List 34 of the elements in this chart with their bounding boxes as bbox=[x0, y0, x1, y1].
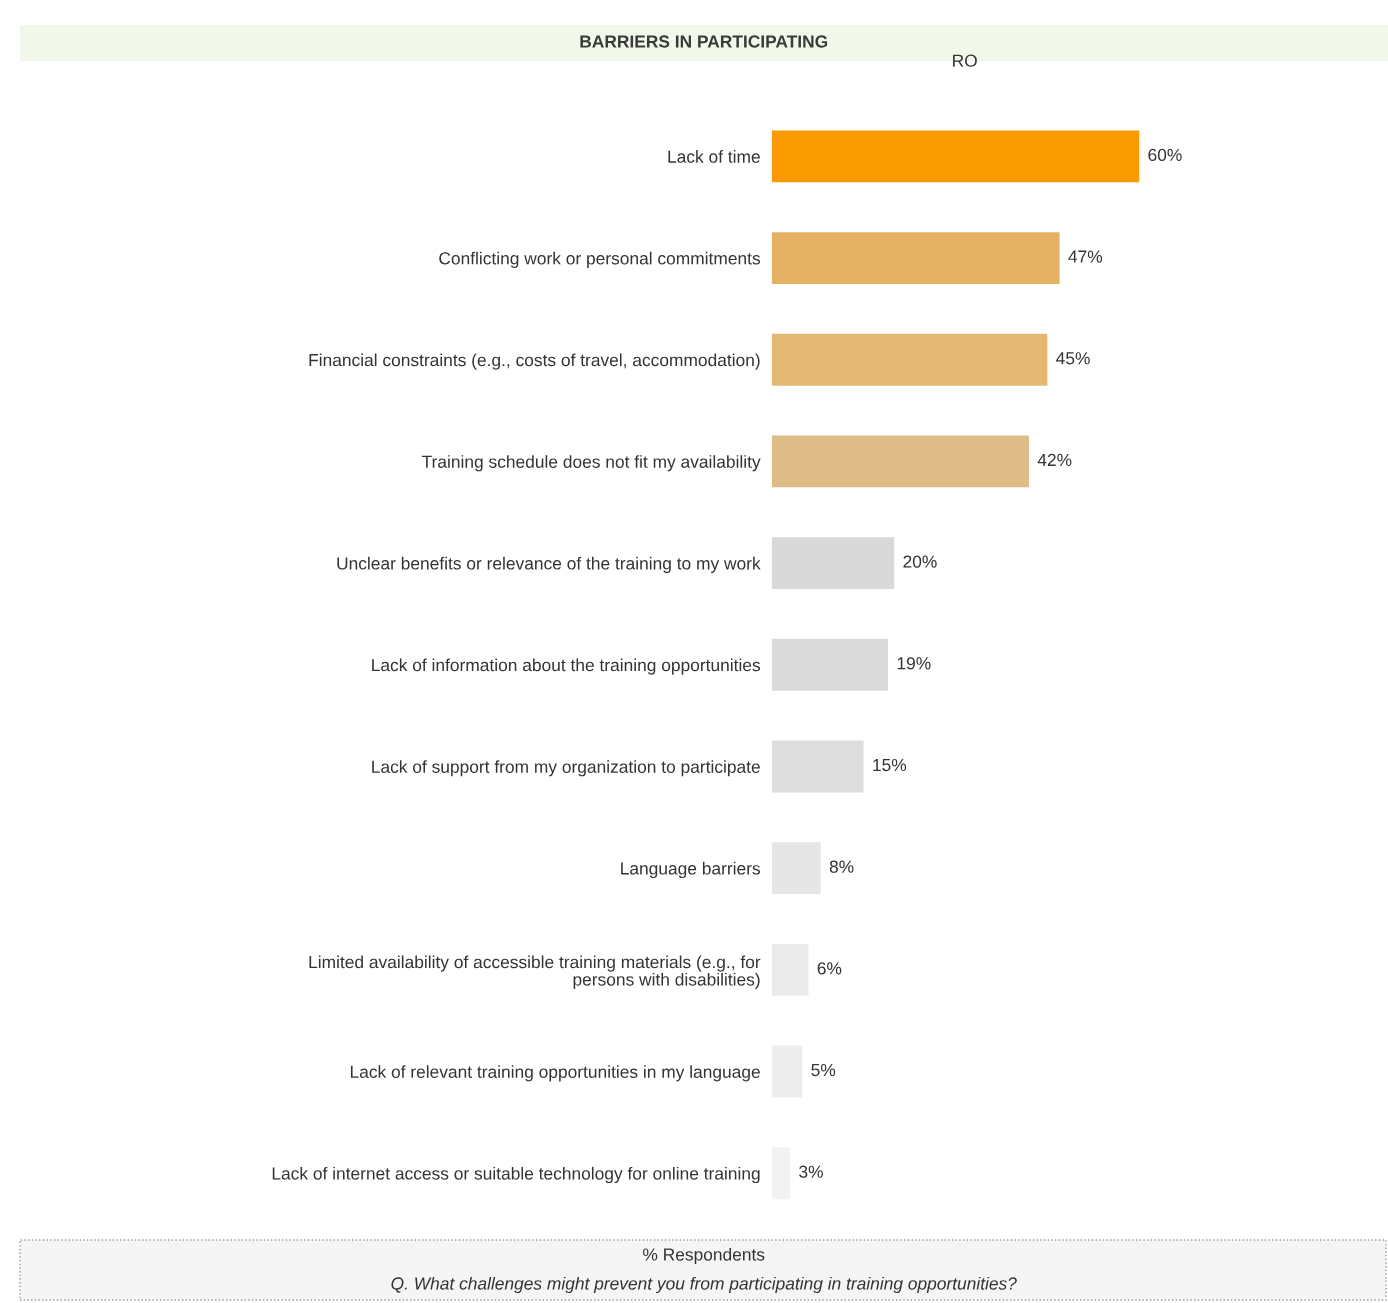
text: % Respondents bbox=[643, 1247, 765, 1265]
data-label: 3% bbox=[799, 1165, 823, 1178]
data-label: 60% bbox=[1148, 148, 1182, 162]
y-tick-label: Limited availability of accessible training materials (e.g., for persons with disabilities) bbox=[309, 955, 761, 990]
bar bbox=[771, 130, 1140, 183]
data-label: 45% bbox=[1056, 352, 1090, 365]
data-label: 5% bbox=[811, 1063, 836, 1077]
y-tick-label: Lack of support from my organization to participate bbox=[372, 760, 760, 777]
data-label: 15% bbox=[873, 758, 907, 772]
y-tick-label: Lack of information about the training opportunities bbox=[372, 658, 761, 675]
text: Q. What challenges might prevent you from participating in training opportunities? bbox=[391, 1276, 1017, 1294]
bar bbox=[771, 740, 864, 793]
data-label: 19% bbox=[897, 657, 931, 670]
bar bbox=[771, 537, 895, 590]
y-tick-label: Lack of internet access or suitable technology for online training bbox=[272, 1166, 760, 1184]
chart-title: BARRIERS IN PARTICIPATING bbox=[580, 35, 828, 48]
data-label: 20% bbox=[903, 555, 937, 568]
data-label: 42% bbox=[1037, 453, 1072, 467]
bar bbox=[771, 333, 1048, 386]
bar bbox=[771, 842, 821, 895]
y-tick-label: Lack of relevant training opportunities in my language bbox=[350, 1065, 760, 1082]
data-label: 47% bbox=[1068, 250, 1103, 263]
bar bbox=[771, 435, 1029, 488]
y-tick-label: Training schedule does not fit my availability bbox=[422, 455, 761, 472]
data-label: 6% bbox=[817, 962, 842, 975]
y-tick-label: Conflicting work or personal commitments bbox=[439, 251, 761, 268]
bar bbox=[771, 638, 889, 691]
y-tick-label: Lack of time bbox=[668, 150, 760, 163]
bar bbox=[771, 232, 1060, 284]
y-tick-label: Financial constraints (e.g., costs of travel, accommodation) bbox=[309, 353, 760, 370]
y-tick-label: Language barriers bbox=[621, 861, 760, 879]
y-tick-label: Unclear benefits or relevance of the training to my work bbox=[337, 556, 761, 573]
data-label: 8% bbox=[829, 860, 854, 873]
chart-subtitle: RO bbox=[953, 54, 977, 67]
